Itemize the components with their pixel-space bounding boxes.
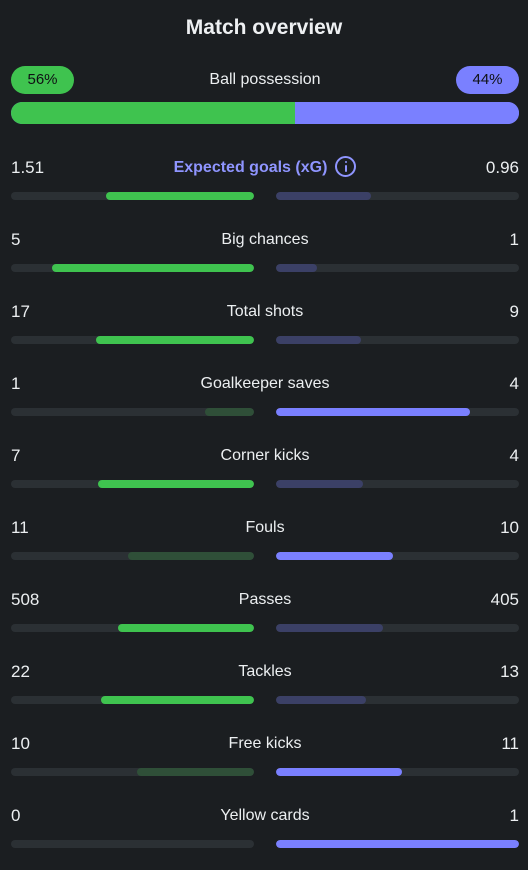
away-stat-bar-fill <box>276 408 471 416</box>
stat-row: 5 Big chances 1 <box>11 230 519 278</box>
stat-row: 7 Corner kicks 4 <box>11 446 519 494</box>
away-stat-value: 13 <box>500 662 519 681</box>
away-stat-bar-fill <box>276 552 393 560</box>
stat-label-text: Total shots <box>226 303 304 320</box>
away-stat-value: 405 <box>490 590 519 609</box>
stat-label: Tackles <box>11 663 519 681</box>
home-stat-bar <box>11 192 254 200</box>
stat-label-text: Goalkeeper saves <box>200 375 330 392</box>
stat-label: Big chances <box>11 231 519 249</box>
home-stat-bar-fill <box>100 696 254 704</box>
home-stat-value: 5 <box>11 230 21 249</box>
stat-label-text: Corner kicks <box>220 447 310 464</box>
ball-possession-header: 56% Ball possession 44% <box>11 66 519 94</box>
away-stat-bar <box>276 480 519 488</box>
home-stat-bar <box>11 840 254 848</box>
stat-label: Corner kicks <box>11 447 519 465</box>
away-stat-bar-fill <box>276 192 371 200</box>
home-stat-bar <box>11 768 254 776</box>
stat-label: Yellow cards <box>11 807 519 825</box>
stat-row: 17 Total shots 9 <box>11 302 519 350</box>
stat-label: Free kicks <box>11 735 519 753</box>
away-stat-bar-fill <box>276 480 364 488</box>
stat-row: 11 Fouls 10 <box>11 518 519 566</box>
home-possession-fill <box>11 102 296 124</box>
home-stat-bar <box>11 696 254 704</box>
home-stat-value: 7 <box>11 446 21 465</box>
stat-label[interactable]: Expected goals (xG) <box>11 156 519 177</box>
home-stat-value: 10 <box>11 734 30 753</box>
home-stat-bar <box>11 408 254 416</box>
home-stat-bar <box>11 624 254 632</box>
stat-label-text: Tackles <box>238 663 292 680</box>
away-stat-bar <box>276 552 519 560</box>
away-possession-badge: 44% <box>456 66 519 94</box>
away-stat-value: 4 <box>509 446 519 465</box>
away-stat-bar <box>276 264 519 272</box>
stat-label: Fouls <box>11 519 519 537</box>
home-stat-bar <box>11 552 254 560</box>
stat-label: Goalkeeper saves <box>11 375 519 393</box>
home-stat-value: 11 <box>11 518 29 537</box>
stat-row: 508 Passes 405 <box>11 590 519 638</box>
stat-label-text: Yellow cards <box>220 807 310 824</box>
stat-row: 10 Free kicks 11 <box>11 734 519 782</box>
home-stat-value: 1.51 <box>11 158 45 177</box>
info-icon[interactable] <box>335 156 357 177</box>
stat-row: 22 Tackles 13 <box>11 662 519 710</box>
away-stat-bar <box>276 696 519 704</box>
home-stat-value: 508 <box>11 590 40 609</box>
away-stat-bar <box>276 840 519 848</box>
home-stat-bar-fill <box>96 336 254 344</box>
away-stat-bar-fill <box>276 264 318 272</box>
stat-label-text: Free kicks <box>228 735 302 752</box>
home-stat-value: 1 <box>11 374 21 393</box>
away-stat-value: 1 <box>509 806 519 825</box>
stat-label-text: Big chances <box>221 231 309 248</box>
home-stat-value: 22 <box>11 662 30 681</box>
ball-possession-bar <box>11 102 519 124</box>
stat-row: 0 Yellow cards 1 <box>11 806 519 854</box>
ball-possession-label: Ball possession <box>209 71 321 88</box>
stat-row: 1 Goalkeeper saves 4 <box>11 374 519 422</box>
away-stat-bar <box>276 336 519 344</box>
away-stat-bar-fill <box>276 768 403 776</box>
away-stat-value: 0.96 <box>485 158 519 177</box>
home-stat-bar-fill <box>137 768 254 776</box>
home-stat-bar <box>11 336 254 344</box>
away-stat-value: 4 <box>509 374 519 393</box>
away-stat-bar <box>276 768 519 776</box>
home-stat-value: 17 <box>11 302 30 321</box>
home-stat-bar-fill <box>105 192 254 200</box>
stat-label-text: Expected goals (xG) <box>173 159 328 177</box>
away-stat-value: 11 <box>501 734 519 753</box>
stat-label-text: Passes <box>238 591 292 608</box>
away-stat-bar-fill <box>276 696 366 704</box>
stat-label: Total shots <box>11 303 519 321</box>
away-stat-bar <box>276 408 519 416</box>
home-stat-bar-fill <box>98 480 254 488</box>
away-stat-bar-fill <box>276 336 362 344</box>
home-stat-value: 0 <box>11 806 21 825</box>
away-possession-fill <box>295 102 519 124</box>
away-stat-bar <box>276 624 519 632</box>
away-stat-value: 10 <box>500 518 519 537</box>
home-stat-bar-fill <box>205 408 254 416</box>
home-stat-bar-fill <box>52 264 254 272</box>
home-stat-bar <box>11 264 254 272</box>
away-stat-bar-fill <box>276 840 519 848</box>
away-stat-value: 9 <box>509 302 519 321</box>
stat-label-text: Fouls <box>245 519 285 536</box>
away-stat-bar <box>276 192 519 200</box>
page-title: Match overview <box>185 16 343 39</box>
stat-row: 1.51 Expected goals (xG) 0.96 <box>11 156 519 206</box>
away-stat-value: 1 <box>509 230 519 249</box>
home-stat-bar <box>11 480 254 488</box>
home-stat-bar-fill <box>127 552 254 560</box>
home-stat-bar-fill <box>117 624 254 632</box>
stat-label: Passes <box>11 591 519 609</box>
away-stat-bar-fill <box>276 624 383 632</box>
home-possession-badge: 56% <box>11 66 74 94</box>
